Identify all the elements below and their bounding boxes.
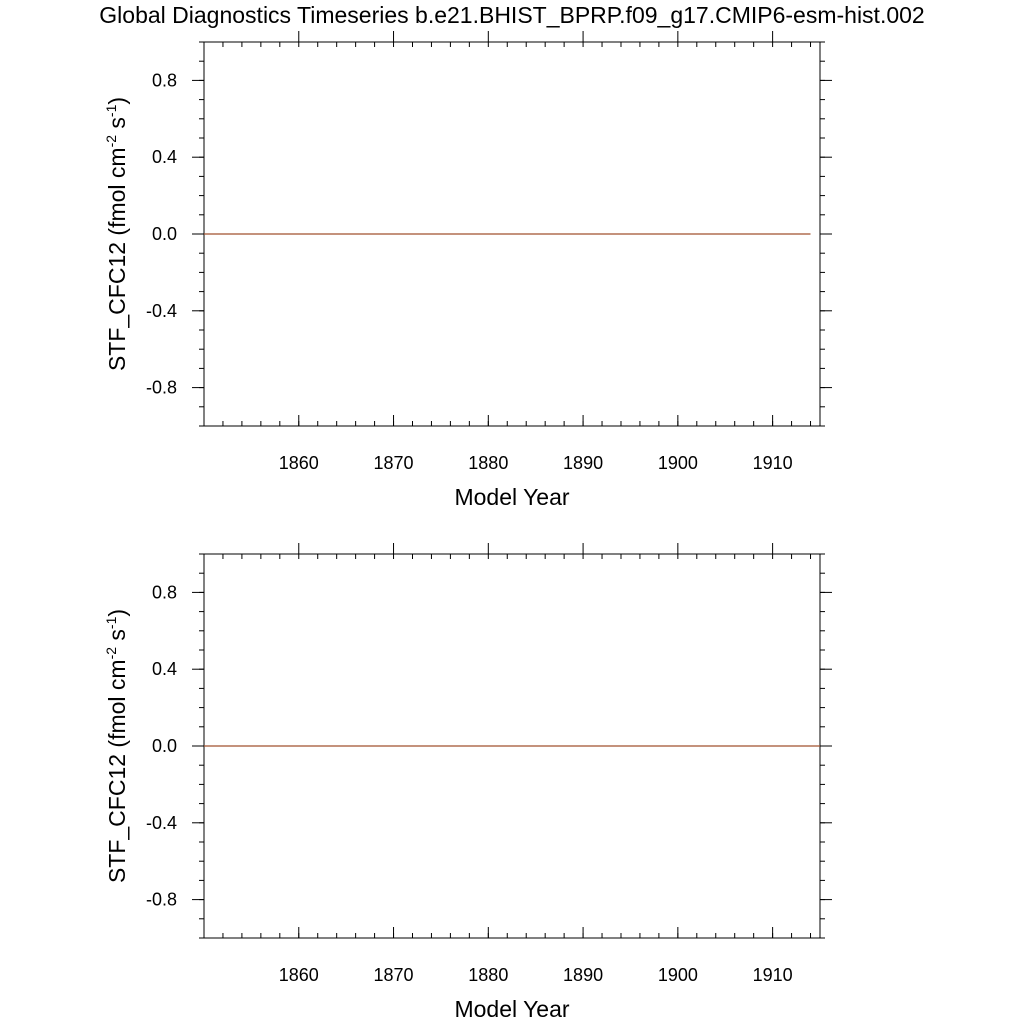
chart-panel-1: 1860 1870 1880 1890 1900 1910 0.8 0.4 0.0 -0.4 -0.… [103,31,832,510]
y-tick-label: -0.4 [146,813,177,833]
x-tick-label: 1900 [658,453,698,473]
figure-title: Global Diagnostics Timeseries b.e21.BHIS… [99,2,925,28]
x-tick-label: 1880 [468,965,508,985]
y-axis-title-part: STF_CFC12 (fmol cm [104,147,130,371]
x-tick-label: 1890 [563,965,603,985]
x-tick-label: 1900 [658,965,698,985]
x-tick-label: 1870 [374,965,414,985]
y-axis-title-part: ) [104,97,130,105]
y-axis-title-part: STF_CFC12 (fmol cm [104,659,130,883]
x-tick-label: 1870 [374,453,414,473]
y-tick-label: -0.8 [146,378,177,398]
y-tick-label: 0.4 [152,147,177,167]
y-tick-label: -0.8 [146,890,177,910]
x-tick-label: 1880 [468,453,508,473]
x-tick-label: 1910 [753,453,793,473]
chart-panel-2: 1860 1870 1880 1890 1900 1910 0.8 0.4 0.0 -0.4 -0.… [103,543,832,1022]
y-axis-title-superscript: -1 [103,104,119,117]
x-tick-label: 1860 [279,453,319,473]
y-axis-title-part: s [104,117,130,135]
y-axis-title-part: s [104,629,130,647]
y-axis-title-superscript: -1 [103,616,119,629]
x-axis-title: Model Year [454,996,569,1022]
y-tick-label: 0.0 [152,736,177,756]
y-tick-label: 0.8 [152,70,177,90]
y-tick-label: 0.0 [152,224,177,244]
x-axis-title: Model Year [454,484,569,510]
x-tick-label: 1910 [753,965,793,985]
y-tick-label: 0.4 [152,659,177,679]
x-tick-label: 1890 [563,453,603,473]
y-axis-title: STF_CFC12 (fmol cm-2 s-1) [103,609,130,883]
y-tick-label: -0.4 [146,301,177,321]
y-axis-title-part: ) [104,609,130,617]
x-tick-label: 1860 [279,965,319,985]
y-tick-label: 0.8 [152,582,177,602]
y-axis-title-superscript: -2 [103,135,119,148]
y-axis-title: STF_CFC12 (fmol cm-2 s-1) [103,97,130,371]
y-axis-title-superscript: -2 [103,647,119,660]
